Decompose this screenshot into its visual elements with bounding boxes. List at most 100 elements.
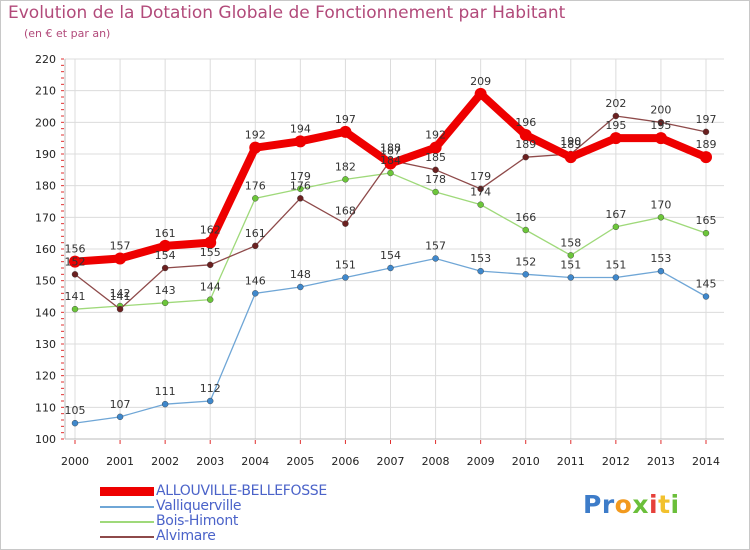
data-label: 145 <box>696 278 717 291</box>
y-tick-label: 160 <box>35 243 56 256</box>
data-label: 170 <box>650 198 671 211</box>
data-point <box>252 195 259 202</box>
data-point <box>297 195 304 202</box>
brand-logo: Proxiti <box>583 490 680 519</box>
brand-letter: r <box>601 490 615 519</box>
data-point <box>249 141 262 154</box>
data-label: 105 <box>65 404 86 417</box>
data-label: 202 <box>605 97 626 110</box>
data-point <box>116 305 124 313</box>
data-point <box>339 125 352 138</box>
data-label: 156 <box>65 243 86 256</box>
data-point <box>522 226 529 234</box>
data-label: 154 <box>380 249 401 262</box>
data-label: 182 <box>335 160 356 173</box>
data-point <box>71 419 79 427</box>
data-label: 187 <box>380 145 401 158</box>
data-label: 111 <box>155 385 176 398</box>
data-point <box>477 201 484 208</box>
legend-label: Valliquerville <box>156 498 242 514</box>
data-label: 184 <box>380 154 401 167</box>
y-tick-label: 110 <box>35 401 56 414</box>
data-point <box>387 169 394 177</box>
data-label: 107 <box>110 398 131 411</box>
legend-swatch <box>100 487 154 496</box>
y-tick-label: 130 <box>35 338 56 351</box>
data-label: 161 <box>155 227 176 240</box>
legend-swatch <box>100 521 154 523</box>
data-point <box>432 188 439 196</box>
data-point <box>477 267 484 275</box>
y-tick-label: 200 <box>35 116 56 129</box>
data-label: 141 <box>110 290 131 303</box>
y-tick-label: 210 <box>35 85 56 98</box>
data-point <box>71 305 79 313</box>
y-tick-label: 140 <box>35 306 56 319</box>
data-point <box>567 252 574 259</box>
data-label: 141 <box>65 290 86 303</box>
data-label: 153 <box>470 252 491 265</box>
data-point <box>207 397 214 405</box>
data-point <box>116 413 124 421</box>
brand-letter: o <box>614 490 633 519</box>
data-point <box>612 223 620 231</box>
x-tick-label: 2006 <box>331 455 359 468</box>
data-label: 178 <box>425 173 446 186</box>
data-label: 179 <box>290 170 311 183</box>
data-point <box>161 400 169 408</box>
data-label: 112 <box>200 382 221 395</box>
x-tick-label: 2000 <box>61 455 89 468</box>
data-point <box>384 157 397 170</box>
data-point <box>657 214 665 221</box>
legend-label: Alvimare <box>156 528 216 544</box>
data-label: 196 <box>515 116 536 129</box>
data-point <box>522 271 529 278</box>
y-tick-label: 120 <box>35 370 56 383</box>
series-layer <box>69 87 712 427</box>
series-bois-himont <box>71 169 710 313</box>
data-point <box>700 151 712 164</box>
series-allouville-bellefosse <box>69 87 712 268</box>
data-point <box>657 119 665 126</box>
data-point <box>342 176 349 183</box>
legend-label: ALLOUVILLE-BELLEFOSSE <box>156 483 327 499</box>
data-point <box>612 112 620 120</box>
data-point <box>432 166 439 174</box>
data-point <box>71 271 79 278</box>
data-point <box>519 129 532 141</box>
data-label: 154 <box>155 249 176 262</box>
data-label: 190 <box>560 135 581 148</box>
data-label: 144 <box>200 281 221 294</box>
x-tick-label: 2011 <box>557 455 585 468</box>
data-point <box>161 264 169 272</box>
data-label: 174 <box>470 186 491 199</box>
data-label: 148 <box>290 268 311 281</box>
data-point <box>522 153 529 161</box>
y-tick-label: 180 <box>35 180 56 193</box>
data-point <box>387 264 394 272</box>
y-tick-label: 190 <box>35 148 56 161</box>
x-tick-label: 2012 <box>602 455 630 468</box>
chart-title: Evolution de la Dotation Globale de Fonc… <box>8 3 566 23</box>
data-label: 176 <box>290 179 311 192</box>
data-label: 153 <box>650 252 671 265</box>
data-label: 162 <box>200 224 221 237</box>
data-label: 192 <box>245 129 266 142</box>
data-point <box>114 252 127 265</box>
x-tick-label: 2013 <box>647 455 675 468</box>
data-point <box>474 87 487 100</box>
data-point <box>702 293 710 300</box>
brand-letter: P <box>583 490 602 519</box>
data-label: 189 <box>560 138 581 151</box>
y-tick-label: 150 <box>35 275 56 288</box>
data-point <box>654 132 667 145</box>
x-tick-label: 2001 <box>106 455 134 468</box>
data-point <box>252 242 259 250</box>
data-point <box>432 255 439 262</box>
brand-letter: x <box>632 490 649 519</box>
data-label: 158 <box>560 236 581 249</box>
brand-letter: i <box>670 490 680 519</box>
data-labels: 105 107 111 112 146 148 151 154 157 153 152 151 151 1… <box>65 75 717 417</box>
data-label: 200 <box>650 103 671 116</box>
